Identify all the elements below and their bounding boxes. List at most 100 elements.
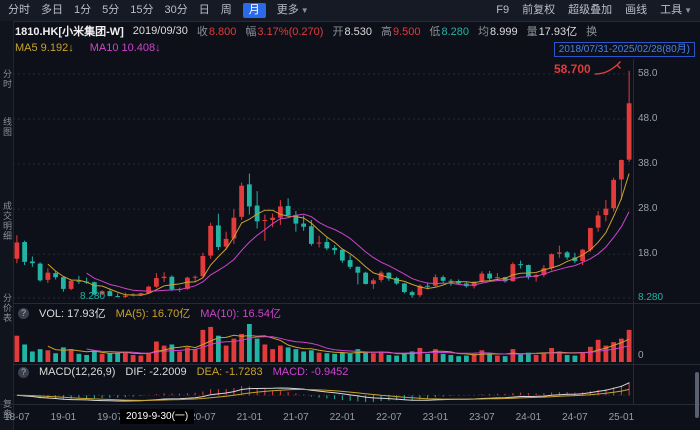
arrow-up-right-icon — [594, 61, 621, 75]
x-axis-label: 23-07 — [469, 412, 495, 423]
dea-value: DEA: -1.7283 — [196, 366, 263, 378]
volume-header: ? VOL: 17.93亿 MA(5): 16.70亿 MA(10): 16.5… — [18, 305, 281, 321]
x-axis-label: 19-07 — [97, 412, 123, 423]
symbol-name: 1810.HK[小米集团-W] — [15, 26, 124, 38]
low-label: 低 — [429, 26, 441, 38]
price-tick: 48.0 — [638, 113, 658, 125]
period-tab-week[interactable]: 周 — [220, 4, 232, 16]
vol-ma10-value: MA(10): 16.54亿 — [200, 308, 281, 320]
sidetab-replay[interactable]: 复盘 — [2, 399, 12, 419]
vol-value: VOL: 17.93亿 — [39, 308, 106, 320]
x-axis-label: 21-01 — [236, 412, 263, 423]
price-tick: 58.0 — [638, 68, 658, 79]
low-value: 8.280 — [441, 26, 470, 38]
super-overlay-button[interactable]: 超级叠加 — [568, 4, 613, 16]
help-icon[interactable]: ? — [18, 307, 29, 319]
price-tick: 38.0 — [638, 158, 658, 170]
tools-button[interactable]: 工具 ▼ — [660, 3, 692, 18]
sidetab-kline[interactable]: 线图 — [2, 117, 12, 137]
pane-divider — [13, 303, 700, 304]
change-value: 3.17%(0.270) — [257, 26, 324, 38]
period-tab-30min[interactable]: 30分 — [164, 4, 188, 16]
axis-divider — [0, 404, 700, 405]
date-range-badge[interactable]: 2018/07/31-2025/02/28(80月) — [553, 42, 695, 57]
x-axis-label: 22-01 — [329, 412, 356, 423]
volume-chart[interactable] — [13, 319, 633, 364]
period-tab-fenshi[interactable]: 分时 — [8, 4, 30, 16]
help-icon[interactable]: ? — [18, 366, 29, 378]
peak-price-label: 58.700 — [554, 62, 591, 76]
candles-group — [14, 70, 632, 298]
avg-value: 8.999 — [490, 26, 518, 38]
scrollbar-thumb[interactable] — [695, 372, 699, 418]
avg-label: 均 — [478, 26, 490, 38]
vol-ma10-line — [86, 336, 630, 355]
macd-value: MACD: -0.9452 — [272, 366, 349, 378]
volume-bars — [14, 324, 632, 362]
macd-title: MACD(12,26,9) — [39, 366, 116, 378]
vol-ma5-value: MA(5): 16.70亿 — [115, 308, 191, 320]
x-axis-label: 22-07 — [376, 412, 402, 423]
volume-zero-tick: 0 — [638, 350, 644, 361]
sidetab-fenshi[interactable]: 分时 — [2, 69, 12, 89]
period-tab-month-active[interactable]: 月 — [242, 3, 266, 18]
change-label: 幅 — [245, 26, 257, 38]
price-tick: 28.0 — [638, 203, 658, 215]
period-tab-1min[interactable]: 1分 — [74, 4, 92, 16]
macd-histogram — [24, 382, 630, 402]
ma10-legend: MA10 10.408↓ — [89, 42, 161, 54]
f9-button[interactable]: F9 — [496, 4, 510, 16]
x-axis-label: 24-07 — [562, 412, 588, 423]
ma5-legend: MA5 9.192↓ — [15, 42, 74, 54]
close-value: 8.800 — [208, 26, 237, 38]
tools-label: 工具 — [660, 4, 683, 16]
toolbar-right-group: F9 前复权 超级叠加 画线 工具 ▼ — [496, 3, 692, 18]
draw-line-button[interactable]: 画线 — [625, 4, 648, 16]
volume-value: 17.93亿 — [538, 26, 578, 38]
volume-label: 量 — [526, 26, 538, 38]
sidetab-pricevol[interactable]: 分价表 — [2, 293, 12, 323]
ma5-line — [47, 173, 630, 296]
x-axis-label: 21-07 — [283, 412, 309, 423]
avg-field: 均8.999 — [478, 23, 518, 39]
period-tab-day[interactable]: 日 — [198, 4, 210, 16]
open-field: 开8.530 — [332, 23, 372, 39]
price-tick: 8.280 — [638, 292, 664, 303]
x-axis-label: 23-01 — [422, 412, 449, 423]
ma-legend: MA5 9.192↓ MA10 10.408↓ — [15, 42, 161, 57]
open-label: 开 — [332, 26, 344, 38]
period-toolbar: 分时 多日 1分 5分 15分 30分 日 周 月 更多 ▼ F9 前复权 超级叠… — [0, 0, 700, 22]
chevron-down-icon: ▼ — [684, 6, 692, 15]
high-field: 高9.500 — [381, 23, 421, 39]
period-tab-15min[interactable]: 15分 — [130, 4, 154, 16]
low-price-annotation: 8.280 — [80, 291, 106, 302]
sidetab-trades[interactable]: 成交明细 — [2, 201, 12, 241]
forward-adjust-button[interactable]: 前复权 — [522, 4, 556, 16]
close-field: 收8.800 — [197, 23, 237, 39]
left-tab-strip: 分时 线图 成交明细 分价表 复盘 — [0, 21, 14, 430]
quote-info-bar: 1810.HK[小米集团-W] 2019/09/30 收8.800 幅3.17%… — [15, 23, 700, 39]
pane-divider — [13, 364, 700, 365]
macd-chart[interactable] — [13, 380, 633, 404]
dif-value: DIF: -2.2009 — [125, 366, 187, 378]
turnover-label: 换 — [586, 26, 598, 38]
x-axis-label: 24-01 — [515, 412, 542, 423]
cursor-date-tooltip: 2019-9-30(一) — [120, 409, 195, 424]
close-label: 收 — [196, 26, 208, 38]
period-tab-5min[interactable]: 5分 — [102, 4, 120, 16]
more-label: 更多 — [276, 4, 299, 16]
chevron-down-icon: ▼ — [300, 6, 309, 15]
dea-line — [16, 388, 630, 401]
low-field: 低8.280 — [430, 23, 470, 39]
candlestick-chart[interactable] — [13, 59, 633, 303]
x-axis-label: 25-01 — [608, 412, 635, 423]
turnover-field: 换 — [586, 23, 598, 39]
period-tab-duori[interactable]: 多日 — [41, 4, 63, 16]
open-value: 8.530 — [344, 26, 372, 38]
cursor-date: 2019/09/30 — [132, 25, 188, 37]
more-periods-button[interactable]: 更多 ▼ — [277, 3, 309, 18]
high-value: 9.500 — [392, 26, 421, 38]
change-field: 幅3.17%(0.270) — [245, 23, 323, 39]
dif-line — [16, 382, 630, 402]
